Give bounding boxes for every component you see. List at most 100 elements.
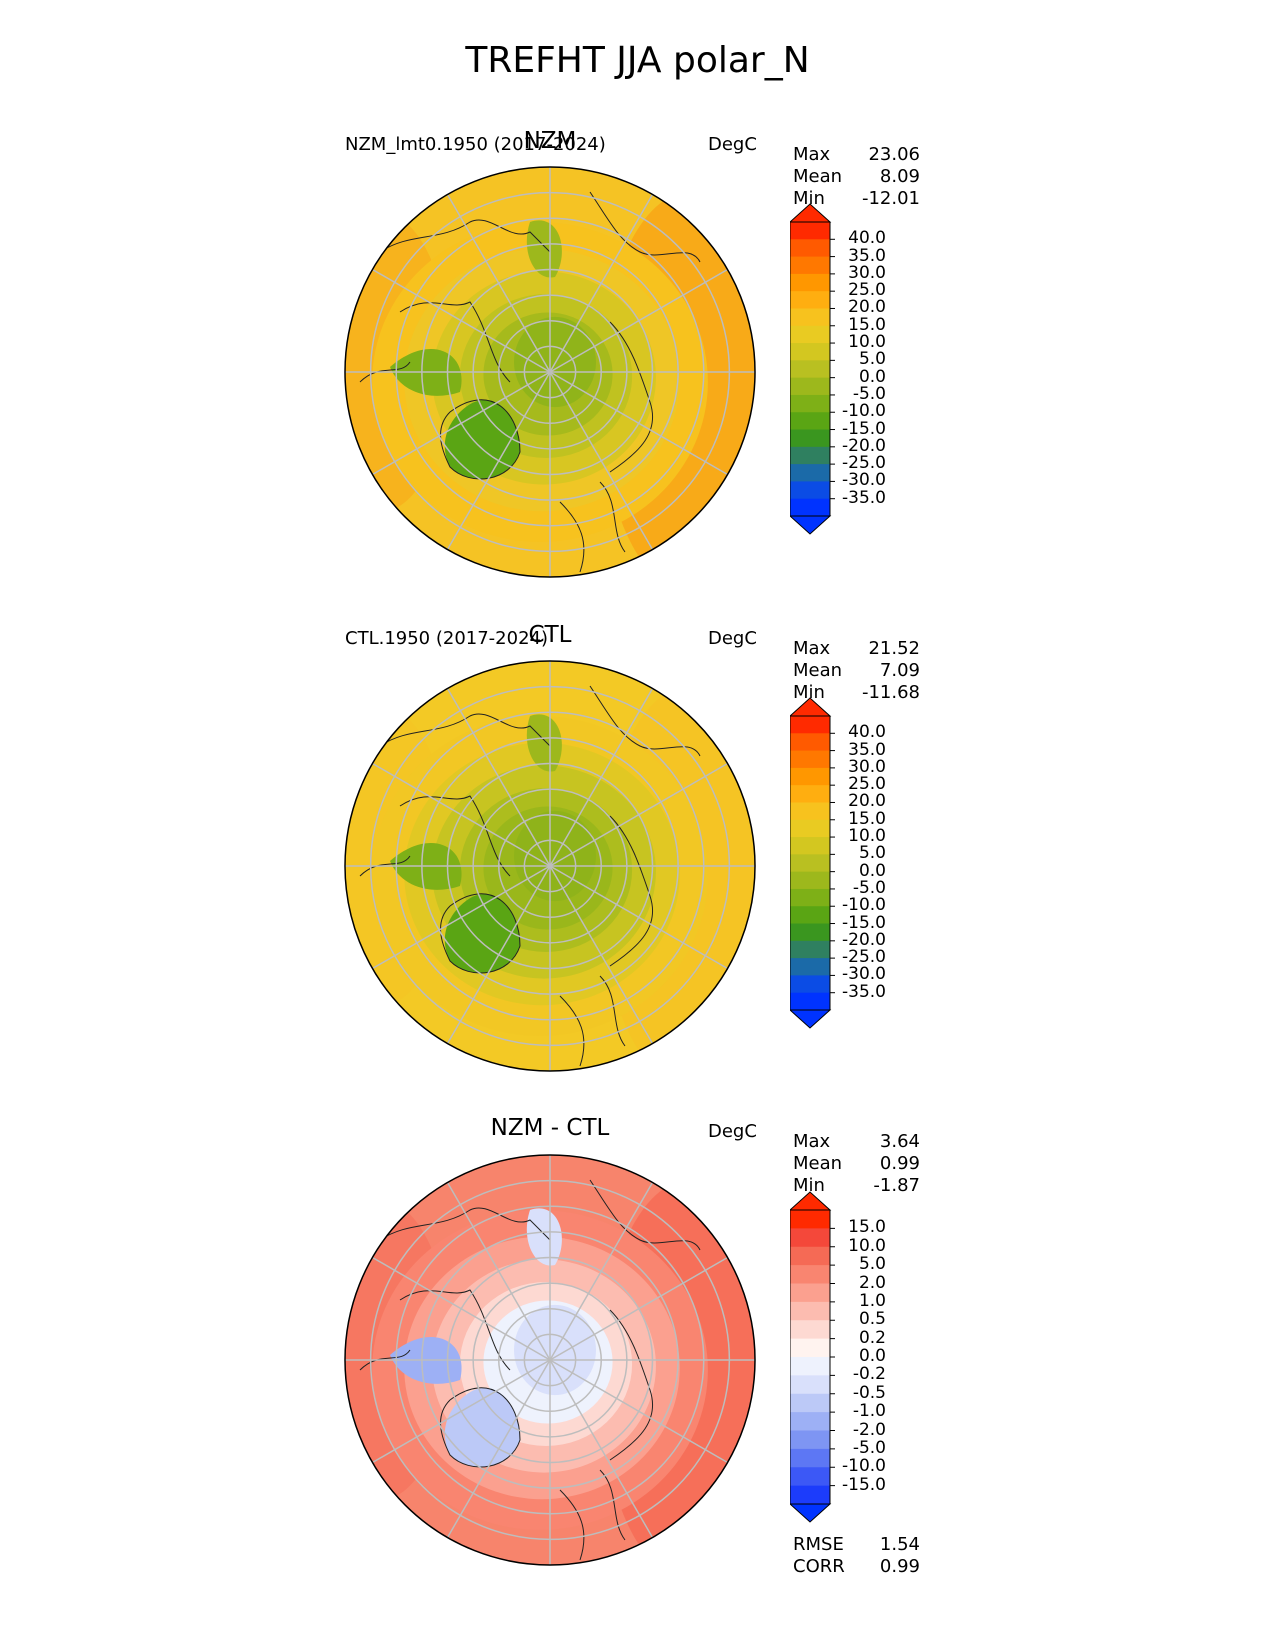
map-border	[344, 166, 756, 578]
colorbar-segment	[790, 1338, 830, 1358]
units-label: DegC	[708, 1121, 757, 1142]
stat-value: 3.64	[879, 1131, 920, 1152]
colorbar-tick-label: 40.0	[848, 228, 886, 249]
colorbar-tick-label: -10.0	[842, 895, 886, 916]
colorbar	[790, 697, 835, 1029]
colorbar-tick-label: 15.0	[848, 314, 886, 335]
longitude-line	[446, 371, 551, 550]
longitude-line	[446, 688, 551, 867]
stat-value: -1.87	[873, 1175, 920, 1196]
colorbar-tick-label: -25.0	[842, 947, 886, 968]
colorbar	[790, 1191, 835, 1523]
longitude-line	[446, 1359, 551, 1538]
colorbar-tick-label: 0.0	[858, 366, 886, 387]
colorbar-tick-label: -5.0	[852, 383, 886, 404]
coastline	[589, 685, 701, 757]
colorbar-segment	[790, 1412, 830, 1431]
colorbar-tick-label: -15.0	[842, 912, 886, 933]
colorbar-segment	[790, 1430, 830, 1450]
longitude-line	[372, 371, 551, 476]
coastline	[609, 1309, 654, 1461]
colorbar-tick-label: -20.0	[842, 929, 886, 950]
colorbar-frame	[790, 715, 831, 1011]
coastline	[379, 1207, 551, 1241]
stat-value: 8.09	[879, 166, 920, 187]
colorbar-tick-label: 0.0	[858, 860, 886, 881]
coastline	[589, 1179, 701, 1251]
coastline	[379, 713, 551, 747]
longitude-line	[549, 865, 654, 1044]
colorbar-segment	[790, 837, 830, 855]
field-region	[526, 220, 562, 278]
colorbar-segment	[790, 1467, 830, 1487]
colorbar-segment	[790, 888, 830, 907]
colorbar-tick-label: -10.0	[842, 1456, 886, 1477]
colorbar-segment	[790, 412, 830, 431]
panel-title: CTL	[528, 622, 572, 648]
colorbar-segment	[790, 1228, 830, 1248]
colorbar-tick-label: 1.0	[858, 1290, 886, 1311]
colorbar-tick-label: 10.0	[848, 1235, 886, 1256]
colorbar-tick-label: -15.0	[842, 418, 886, 439]
longitude-line	[446, 865, 551, 1044]
longitude-line	[549, 762, 728, 867]
colorbar-segment	[790, 394, 830, 413]
stat-label: Mean	[793, 1153, 843, 1174]
colorbar-tick-label: 25.0	[848, 774, 886, 795]
longitude-line	[372, 865, 551, 970]
panel-title: NZM	[523, 128, 577, 154]
longitude-line	[372, 1359, 551, 1464]
colorbar-tick-label: 30.0	[848, 756, 886, 777]
longitude-line	[549, 1256, 728, 1361]
coastline	[359, 855, 411, 877]
colorbar-tick-label: -15.0	[842, 1474, 886, 1495]
colorbar-segment	[790, 854, 830, 873]
colorbar-tick-label: -35.0	[842, 487, 886, 508]
colorbar-tick-label: 5.0	[858, 1254, 886, 1275]
colorbar-segment	[790, 802, 830, 821]
colorbar-tick-label: 30.0	[848, 262, 886, 283]
longitude-line	[372, 1256, 551, 1361]
colorbar-segment	[790, 871, 830, 890]
colorbar-tick-label: -0.5	[852, 1382, 886, 1403]
colorbar-tick-label: -35.0	[842, 981, 886, 1002]
longitude-line	[549, 688, 654, 867]
colorbar-segment	[790, 360, 830, 379]
colorbar-segment	[790, 819, 830, 838]
longitude-line	[549, 268, 728, 373]
map-border	[344, 1154, 756, 1566]
colorbar-segment	[790, 733, 830, 752]
colorbar-segment	[790, 222, 830, 240]
colorbar-segment	[790, 767, 830, 786]
stat-label: Max	[793, 144, 831, 165]
units-label: DegC	[708, 134, 757, 155]
stat-label: RMSE	[793, 1534, 844, 1555]
longitude-line	[549, 1182, 654, 1361]
colorbar-tick-label: -30.0	[842, 470, 886, 491]
colorbar-segment	[790, 325, 830, 344]
longitude-line	[372, 762, 551, 867]
field-region	[526, 1208, 562, 1266]
field-region-greenland	[444, 399, 520, 479]
colorbar-tick-label: -10.0	[842, 401, 886, 422]
colorbar-segment	[790, 1393, 830, 1413]
colorbar-under-arrow	[790, 1503, 832, 1523]
field-region-greenland	[444, 893, 520, 973]
colorbar-segment	[790, 785, 830, 803]
units-label: DegC	[708, 628, 757, 649]
stat-label: Mean	[793, 166, 843, 187]
colorbar-tick-label: 2.0	[858, 1272, 886, 1293]
stat-label: Min	[793, 682, 825, 703]
panel-title: NZM - CTL	[490, 1115, 610, 1141]
colorbar-tick-label: 0.2	[858, 1327, 886, 1348]
colorbar-frame	[790, 221, 831, 517]
colorbar-segment	[790, 1265, 830, 1284]
colorbar-tick-label: -0.2	[852, 1364, 886, 1385]
stat-value: 1.54	[879, 1534, 920, 1555]
stat-label: Min	[793, 1175, 825, 1196]
colorbar-tick-label: 35.0	[848, 739, 886, 760]
colorbar-segment	[790, 429, 830, 448]
longitude-line	[446, 194, 551, 373]
colorbar-segment	[790, 1485, 830, 1505]
colorbar-segment	[790, 940, 830, 959]
